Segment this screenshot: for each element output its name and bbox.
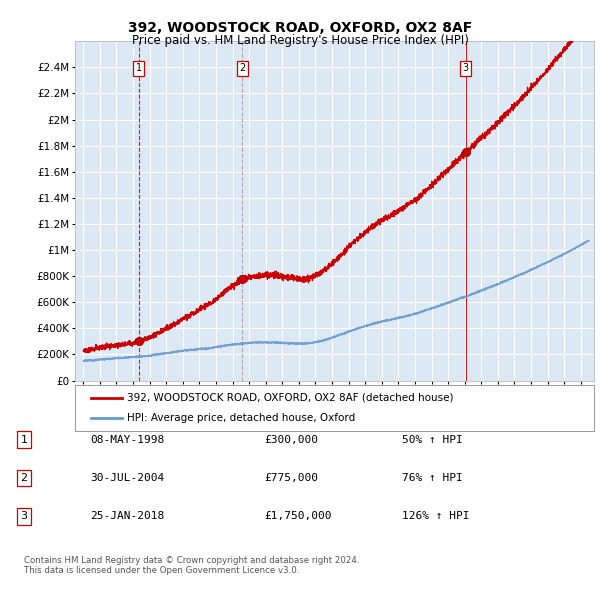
Text: 392, WOODSTOCK ROAD, OXFORD, OX2 8AF: 392, WOODSTOCK ROAD, OXFORD, OX2 8AF (128, 21, 472, 35)
Text: 25-JAN-2018: 25-JAN-2018 (90, 512, 164, 521)
Text: 126% ↑ HPI: 126% ↑ HPI (402, 512, 470, 521)
Text: 3: 3 (463, 64, 469, 73)
Text: 50% ↑ HPI: 50% ↑ HPI (402, 435, 463, 444)
Text: 30-JUL-2004: 30-JUL-2004 (90, 473, 164, 483)
Text: 76% ↑ HPI: 76% ↑ HPI (402, 473, 463, 483)
Text: £1,750,000: £1,750,000 (264, 512, 331, 521)
Text: 08-MAY-1998: 08-MAY-1998 (90, 435, 164, 444)
Text: 3: 3 (20, 512, 28, 521)
Text: Contains HM Land Registry data © Crown copyright and database right 2024.
This d: Contains HM Land Registry data © Crown c… (24, 556, 359, 575)
Text: Price paid vs. HM Land Registry's House Price Index (HPI): Price paid vs. HM Land Registry's House … (131, 34, 469, 47)
Text: 1: 1 (20, 435, 28, 444)
Text: £775,000: £775,000 (264, 473, 318, 483)
Text: HPI: Average price, detached house, Oxford: HPI: Average price, detached house, Oxfo… (127, 413, 355, 423)
Text: 2: 2 (20, 473, 28, 483)
Text: 1: 1 (136, 64, 142, 73)
Text: £300,000: £300,000 (264, 435, 318, 444)
Text: 2: 2 (239, 64, 245, 73)
Text: 392, WOODSTOCK ROAD, OXFORD, OX2 8AF (detached house): 392, WOODSTOCK ROAD, OXFORD, OX2 8AF (de… (127, 392, 454, 402)
